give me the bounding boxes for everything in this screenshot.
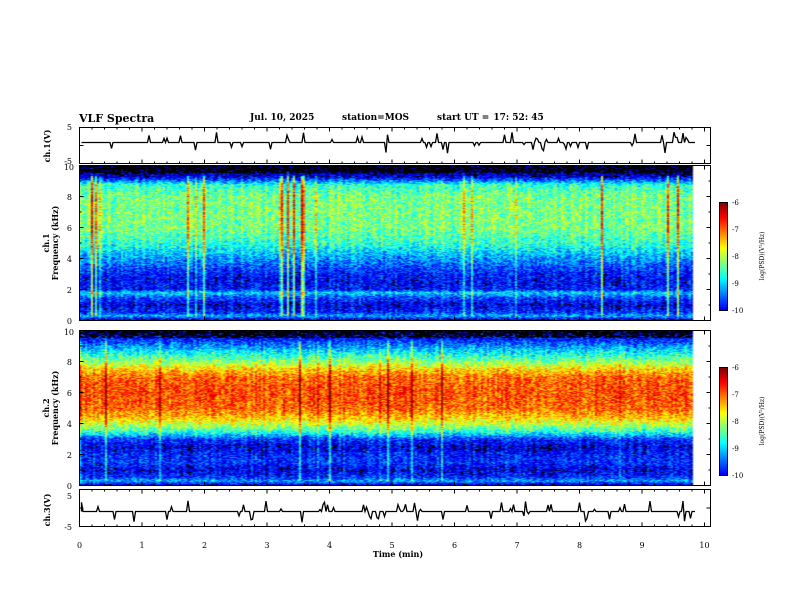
- ch2-ytick: 0: [67, 482, 72, 491]
- ch1-spectrogram-frame: [79, 165, 711, 321]
- cbar1-tick: -6: [732, 199, 739, 207]
- ch3-waveform-frame: [79, 489, 711, 527]
- x-tick-label: 9: [639, 541, 644, 550]
- cbar1-tick: -10: [732, 307, 743, 315]
- x-tick-label: 6: [452, 541, 457, 550]
- waveform-line: [81, 132, 695, 154]
- ch1-waveform-ylabel: ch.1(V): [42, 129, 52, 162]
- ch1-ytick-top: 5: [67, 123, 72, 132]
- ch3-ytick-top: 5: [67, 492, 72, 501]
- ch2-ytick: 8: [67, 358, 72, 367]
- ch1-spectrogram-yticks: 0 2 4 6 8 10: [64, 163, 74, 326]
- ch1-colorbar-ticks: -6 -7 -8 -9 -10: [732, 199, 743, 315]
- x-tick-label: 5: [389, 541, 394, 550]
- header-date: Jul. 10, 2025: [250, 113, 315, 123]
- x-tick-label: 10: [699, 541, 709, 550]
- header-station: station=MOS: [342, 113, 409, 123]
- x-axis-label: Time (min): [373, 549, 423, 559]
- ch2-channel-label: ch.2: [41, 398, 51, 417]
- ch1-ytick: 2: [67, 286, 72, 295]
- ch2-spectrogram-frame: [79, 330, 711, 486]
- ch3-waveform-ylabel: ch.3(V): [42, 493, 52, 526]
- cbar1-tick: -7: [732, 226, 739, 234]
- ch2-spectrogram: [79, 331, 703, 485]
- axis-ticks: [79, 127, 711, 527]
- x-tick-label: 7: [514, 541, 519, 550]
- cbar2-tick: -6: [732, 364, 739, 372]
- ch2-spectrogram-yticks: 0 2 4 6 8 10: [64, 328, 74, 491]
- ch1-colorbar-frame: [719, 202, 728, 311]
- cbar1-tick: -8: [732, 253, 739, 261]
- cbar2-tick: -7: [732, 391, 739, 399]
- station-value: MOS: [384, 113, 410, 123]
- x-tick-label: 1: [139, 541, 144, 550]
- ch1-frequency-label: Frequency (kHz): [50, 205, 60, 280]
- header-start-time: start UT = 17: 52: 45: [437, 113, 544, 123]
- ch1-ytick: 6: [67, 224, 72, 233]
- ch2-ytick: 4: [67, 420, 72, 429]
- ch2-colorbar-label: log(PSD)(V²/Hz): [759, 397, 766, 446]
- x-tick-labels: 0 1 2 3 4 5 6 7 8 9 10: [77, 541, 710, 550]
- start-label: start UT =: [437, 113, 490, 123]
- ch2-ytick: 10: [64, 328, 74, 337]
- cbar2-tick: -9: [732, 445, 739, 453]
- ch1-channel-label: ch.1: [41, 233, 51, 252]
- ch1-ytick-bottom: -5: [64, 157, 72, 166]
- ch2-frequency-label: Frequency (kHz): [50, 370, 60, 445]
- station-label: station=: [342, 113, 385, 123]
- ch2-ytick: 2: [67, 451, 72, 460]
- cbar2-tick: -10: [732, 472, 743, 480]
- ch1-colorbar-label: log(PSD)(V²/Hz): [759, 232, 766, 281]
- x-tick-label: 0: [77, 541, 82, 550]
- waveform-line: [80, 500, 695, 523]
- x-tick-label: 4: [327, 541, 332, 550]
- ch2-colorbar-frame: [719, 367, 728, 476]
- ch2-colorbar-ticks: -6 -7 -8 -9 -10: [732, 364, 743, 480]
- cbar2-tick: -8: [732, 418, 739, 426]
- ch1-waveform-frame: [79, 127, 711, 164]
- ch1-ytick: 4: [67, 255, 72, 264]
- ch1-ytick: 0: [67, 317, 72, 326]
- x-tick-label: 8: [577, 541, 582, 550]
- ch3-ytick-bottom: -5: [64, 523, 72, 532]
- ch1-waveform-trace: [81, 132, 695, 154]
- ch1-colorbar: [719, 202, 727, 310]
- ch1-ytick: 8: [67, 193, 72, 202]
- start-value: 17: 52: 45: [493, 113, 544, 123]
- ch1-spectrogram: [79, 166, 703, 320]
- cbar1-tick: -9: [732, 280, 739, 288]
- ch3-waveform-trace: [80, 500, 695, 523]
- ch2-ytick: 6: [67, 389, 72, 398]
- x-tick-label: 2: [202, 541, 207, 550]
- x-tick-label: 3: [264, 541, 269, 550]
- ch1-ytick: 10: [64, 163, 74, 172]
- chart-title: VLF Spectra: [79, 112, 155, 125]
- ch2-colorbar: [719, 367, 727, 475]
